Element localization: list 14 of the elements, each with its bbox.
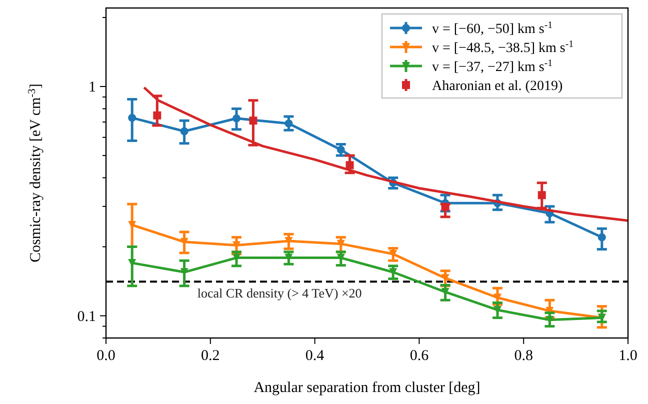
x-axis-title: Angular separation from cluster [deg] [254, 380, 480, 396]
y-tick-label: 1 [88, 80, 96, 96]
legend-label: v = [−60, −50] km s$^{-1}$ [432, 20, 553, 37]
x-tick-label: 0.4 [305, 348, 325, 364]
x-tick-label: 0.6 [410, 348, 430, 364]
legend-label: v = [−37, −27] km s$^{-1}$ [432, 58, 553, 75]
legend-label: Aharonian et al. (2019) [432, 79, 563, 94]
y-tick-label: 0.1 [77, 308, 96, 325]
x-tick-label: 0.8 [514, 348, 533, 364]
ref-line-label: local CR density (> 4 TeV) ×20 [197, 286, 362, 301]
x-tick-label: 1.0 [618, 348, 638, 364]
legend-label: v = [−48.5, −38.5] km s$^{-1}$ [432, 38, 574, 56]
x-tick-label: 0.2 [201, 348, 220, 364]
x-tick-label: 0.0 [96, 348, 116, 364]
